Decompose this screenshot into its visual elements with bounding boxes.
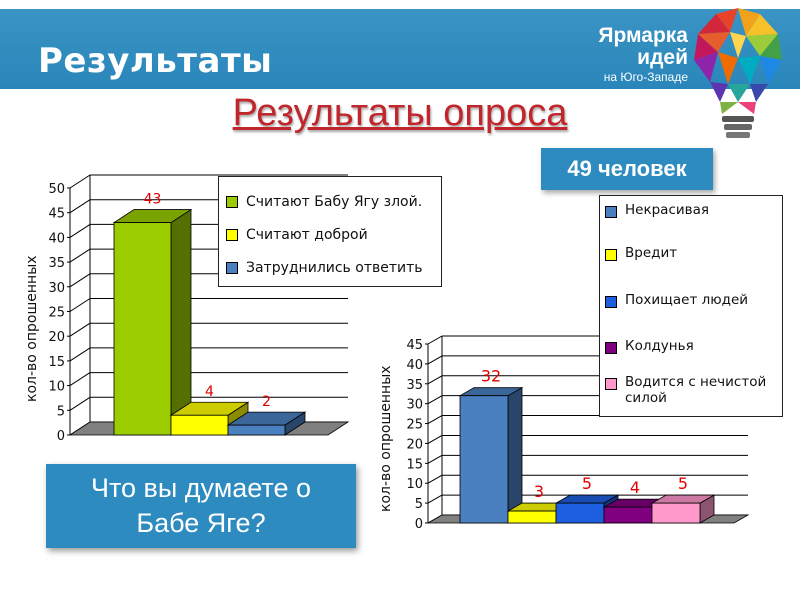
gridline-diagonal	[427, 375, 443, 385]
y-axis-label-right: кол-во опрошенных	[378, 365, 394, 512]
gridline-diagonal	[427, 454, 443, 464]
gridline-diagonal	[69, 322, 91, 337]
bar	[507, 510, 557, 524]
bar-data-label: 3	[534, 482, 544, 501]
legend-swatch	[605, 342, 617, 354]
y-tick-label: 20	[48, 330, 65, 345]
y-tick-label: 0	[415, 517, 423, 532]
y-axis-label-left: кол-во опрошенных	[24, 255, 40, 402]
legend-label: Затруднились ответить	[246, 259, 423, 276]
y-tick-label: 10	[48, 380, 65, 395]
legend-swatch	[605, 206, 617, 218]
legend-label: Колдунья	[625, 338, 694, 354]
y-tick-label: 25	[48, 306, 65, 321]
bar-data-label: 32	[481, 367, 501, 386]
y-tick-label: 5	[415, 497, 423, 512]
bar-data-label: 4	[630, 478, 640, 497]
bar	[459, 395, 509, 524]
y-tick-label: 5	[57, 404, 65, 419]
gridline-diagonal	[427, 335, 443, 345]
legend-swatch	[226, 195, 238, 208]
bar-data-label: 2	[262, 394, 271, 410]
y-tick-label: 45	[48, 207, 65, 222]
legend-left: Считают Бабу Ягу злой. Считают доброй За…	[218, 176, 442, 287]
legend-swatch	[605, 378, 617, 390]
y-tick-label: 15	[406, 457, 423, 472]
legend-swatch	[226, 228, 238, 241]
legend-swatch	[605, 296, 617, 308]
legend-item: Некрасивая	[605, 202, 782, 245]
legend-swatch	[605, 249, 617, 261]
gridline-diagonal	[69, 347, 91, 362]
header-title: Результаты	[38, 41, 273, 81]
brand-line-1: Ярмарка	[598, 24, 688, 47]
bar	[555, 502, 605, 524]
gridline-diagonal	[69, 248, 91, 263]
brand-line-3: на Юго-Западе	[603, 70, 688, 84]
legend-item: Считают доброй	[226, 218, 441, 251]
legend-swatch	[226, 261, 238, 274]
gridline-diagonal	[427, 435, 443, 444]
bar-data-label: 5	[678, 474, 688, 493]
header-bar: Результаты Ярмарка идей на Юго-Западе	[0, 9, 800, 89]
legend-item: Водится с нечистой силой	[605, 374, 782, 406]
y-tick-label: 35	[406, 378, 423, 393]
y-tick-label: 45	[406, 338, 423, 353]
y-tick-label: 10	[406, 477, 423, 492]
y-tick-label: 40	[48, 231, 65, 246]
main-title: Результаты опроса	[232, 92, 568, 134]
question-line-1: Что вы думаете о	[90, 473, 312, 503]
y-tick-label: 50	[48, 182, 65, 197]
y-tick-label: 35	[48, 256, 65, 271]
gridline-diagonal	[69, 396, 91, 411]
gridline-diagonal	[427, 494, 443, 504]
y-tick-label: 30	[48, 281, 65, 296]
bar-side	[507, 387, 523, 524]
y-tick-label: 20	[406, 437, 423, 452]
legend-item: Считают Бабу Ягу злой.	[226, 185, 441, 218]
respondents-badge: 49 человек	[541, 148, 713, 190]
bar	[603, 506, 653, 524]
legend-item: Вредит	[605, 245, 782, 292]
legend-label: Вредит	[625, 245, 678, 261]
gridline-diagonal	[69, 199, 91, 214]
gridline-diagonal	[427, 415, 443, 424]
brand-line-2: идей	[637, 46, 688, 69]
y-tick-label: 40	[406, 358, 423, 373]
bar	[651, 502, 701, 524]
y-tick-label: 30	[406, 398, 423, 413]
gridline-diagonal	[427, 395, 443, 405]
legend-label: Некрасивая	[625, 202, 709, 218]
legend-right: Некрасивая Вредит Похищает людей Колдунь…	[599, 195, 783, 417]
gridline-diagonal	[69, 174, 91, 189]
bar-data-label: 5	[582, 474, 592, 493]
lightbulb-logo-icon	[694, 8, 782, 138]
y-tick-label: 0	[57, 429, 65, 444]
question-line-2: Бабе Яге?	[136, 508, 266, 538]
gridline-diagonal	[69, 223, 91, 238]
legend-label: Похищает людей	[625, 292, 749, 308]
gridline-diagonal	[69, 298, 91, 312]
gridline-diagonal	[427, 355, 443, 365]
gridline-diagonal	[427, 474, 443, 484]
bar-data-label: 4	[205, 384, 214, 400]
legend-item: Колдунья	[605, 338, 782, 374]
top-strip	[0, 0, 800, 9]
brand-logo-text: Ярмарка идей на Юго-Западе	[598, 25, 688, 85]
bar	[113, 222, 172, 436]
legend-label: Водится с нечистой силой	[625, 374, 767, 406]
legend-label: Считают Бабу Ягу злой.	[246, 193, 423, 210]
bar	[227, 424, 286, 436]
question-box: Что вы думаете о Бабе Яге?	[46, 464, 356, 548]
y-tick-label: 15	[48, 355, 65, 370]
gridline-diagonal	[69, 372, 91, 387]
legend-item: Похищает людей	[605, 292, 782, 338]
y-tick-label: 25	[406, 418, 423, 433]
gridline-diagonal	[69, 273, 91, 288]
bar-data-label: 43	[144, 192, 162, 208]
legend-label: Считают доброй	[246, 226, 368, 243]
legend-item: Затруднились ответить	[226, 251, 441, 284]
